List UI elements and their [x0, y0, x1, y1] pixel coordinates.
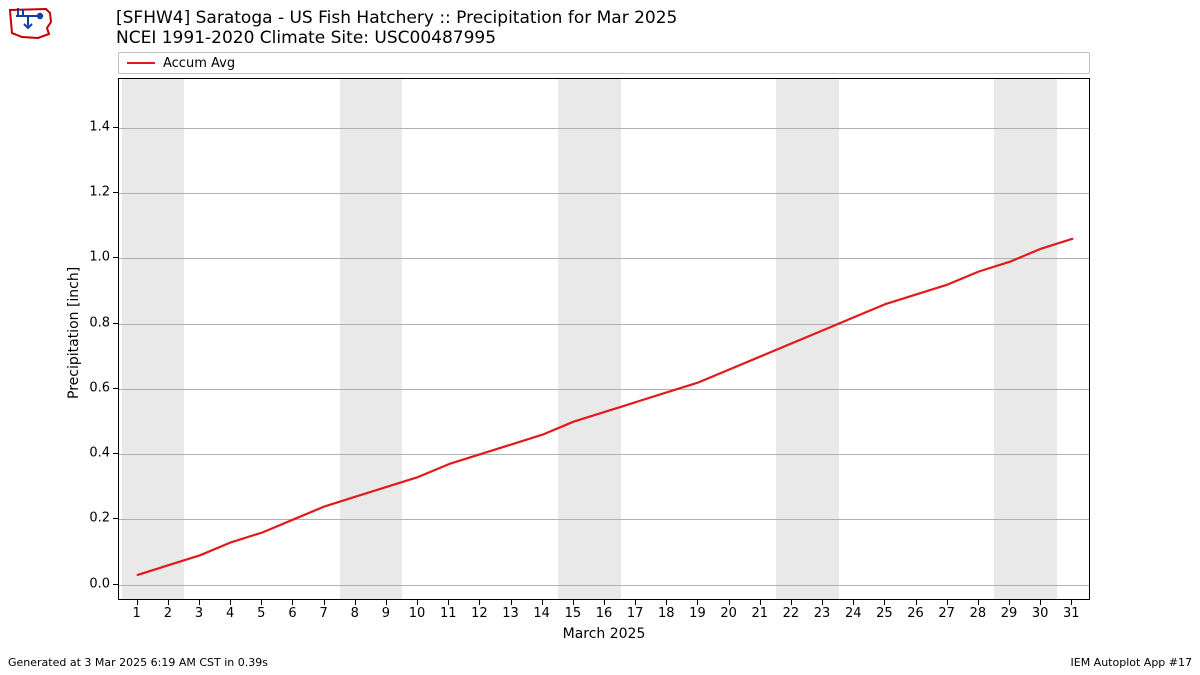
y-tick-label: 0.2	[78, 511, 110, 526]
series-svg	[119, 79, 1091, 601]
y-tick-label: 1.0	[78, 250, 110, 265]
y-tick-mark	[113, 192, 118, 193]
x-tick-label: 2	[164, 606, 172, 621]
x-tick-label: 10	[409, 606, 426, 621]
y-tick-mark	[113, 518, 118, 519]
x-tick-label: 24	[845, 606, 862, 621]
x-tick-label: 1	[133, 606, 141, 621]
y-tick-label: 1.4	[78, 119, 110, 134]
y-tick-label: 1.2	[78, 185, 110, 200]
chart-title-line1: [SFHW4] Saratoga - US Fish Hatchery :: P…	[116, 8, 677, 28]
x-tick-label: 5	[257, 606, 265, 621]
footer-app-text: IEM Autoplot App #17	[1071, 656, 1193, 669]
x-tick-label: 12	[471, 606, 488, 621]
y-tick-mark	[113, 127, 118, 128]
page-root: [SFHW4] Saratoga - US Fish Hatchery :: P…	[0, 0, 1200, 675]
x-tick-label: 19	[689, 606, 706, 621]
iowa-outline-icon	[10, 9, 51, 38]
y-tick-mark	[113, 584, 118, 585]
x-tick-label: 20	[720, 606, 737, 621]
y-axis-label: Precipitation [inch]	[66, 267, 82, 399]
x-tick-label: 23	[814, 606, 831, 621]
x-tick-label: 7	[319, 606, 327, 621]
legend-swatch-line	[127, 62, 155, 64]
x-tick-label: 18	[658, 606, 675, 621]
footer-generated-text: Generated at 3 Mar 2025 6:19 AM CST in 0…	[8, 656, 268, 669]
x-tick-label: 8	[351, 606, 359, 621]
y-tick-mark	[113, 257, 118, 258]
x-tick-label: 13	[502, 606, 519, 621]
x-tick-label: 25	[876, 606, 893, 621]
x-tick-label: 28	[970, 606, 987, 621]
plot-area	[118, 78, 1090, 600]
series-line	[138, 239, 1073, 575]
x-tick-label: 3	[195, 606, 203, 621]
y-tick-label: 0.0	[78, 576, 110, 591]
chart-title-line2: NCEI 1991-2020 Climate Site: USC00487995	[116, 28, 677, 48]
legend-label: Accum Avg	[163, 56, 235, 71]
y-tick-mark	[113, 453, 118, 454]
x-tick-label: 27	[938, 606, 955, 621]
chart-legend: Accum Avg	[118, 52, 1090, 74]
y-tick-label: 0.8	[78, 315, 110, 330]
iem-logo	[6, 4, 56, 42]
y-tick-label: 0.6	[78, 380, 110, 395]
x-tick-label: 6	[288, 606, 296, 621]
x-tick-label: 31	[1063, 606, 1080, 621]
x-tick-label: 21	[751, 606, 768, 621]
x-tick-label: 16	[596, 606, 613, 621]
x-tick-label: 29	[1001, 606, 1018, 621]
y-tick-label: 0.4	[78, 446, 110, 461]
x-tick-label: 30	[1032, 606, 1049, 621]
x-tick-label: 11	[440, 606, 457, 621]
x-tick-label: 9	[382, 606, 390, 621]
x-tick-label: 4	[226, 606, 234, 621]
chart-title-block: [SFHW4] Saratoga - US Fish Hatchery :: P…	[116, 8, 677, 48]
x-tick-label: 17	[627, 606, 644, 621]
x-tick-label: 22	[783, 606, 800, 621]
x-tick-label: 14	[533, 606, 550, 621]
y-tick-mark	[113, 323, 118, 324]
y-tick-mark	[113, 388, 118, 389]
x-axis-label: March 2025	[563, 626, 646, 642]
x-tick-label: 26	[907, 606, 924, 621]
x-tick-label: 15	[565, 606, 582, 621]
